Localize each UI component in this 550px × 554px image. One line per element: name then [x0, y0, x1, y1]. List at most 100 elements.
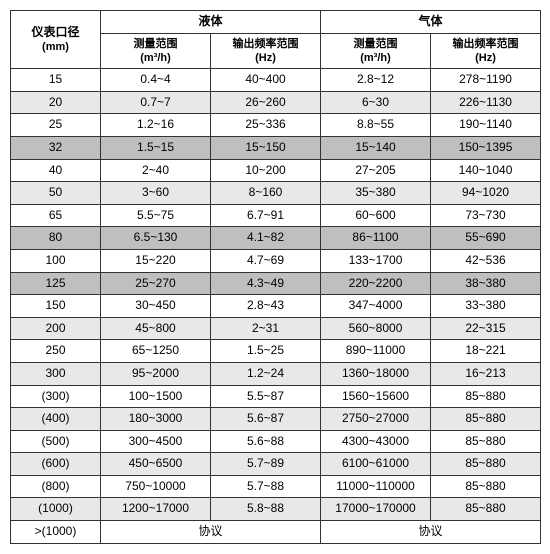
cell-liquid-measure: 25~270	[101, 272, 211, 295]
cell-gas-measure: 17000~170000	[321, 498, 431, 521]
cell-liquid-freq: 5.7~88	[211, 475, 321, 498]
header-freq-unit: (Hz)	[215, 51, 316, 65]
cell-gas-agreement: 协议	[321, 521, 541, 544]
table-row: (600)450~65005.7~896100~6100085~880	[11, 453, 541, 476]
table-row: (500)300~45005.6~884300~4300085~880	[11, 430, 541, 453]
cell-gas-measure: 60~600	[321, 204, 431, 227]
table-header: 仪表口径 (mm) 液体 气体 测量范围 (m³/h) 输出频率范围 (Hz) …	[11, 11, 541, 69]
header-liquid-freq: 输出频率范围 (Hz)	[211, 33, 321, 69]
cell-gas-measure: 11000~110000	[321, 475, 431, 498]
table-row: 251.2~1625~3368.8~55190~1140	[11, 114, 541, 137]
cell-liquid-freq: 4.3~49	[211, 272, 321, 295]
cell-diameter: 250	[11, 340, 101, 363]
cell-gas-measure: 220~2200	[321, 272, 431, 295]
cell-diameter: 20	[11, 91, 101, 114]
spec-table: 仪表口径 (mm) 液体 气体 测量范围 (m³/h) 输出频率范围 (Hz) …	[10, 10, 541, 544]
table-row: 321.5~1515~15015~140150~1395	[11, 136, 541, 159]
cell-liquid-measure: 1200~17000	[101, 498, 211, 521]
cell-gas-freq: 85~880	[431, 498, 541, 521]
cell-liquid-measure: 180~3000	[101, 408, 211, 431]
table-row: 200.7~726~2606~30226~1130	[11, 91, 541, 114]
header-diameter: 仪表口径 (mm)	[11, 11, 101, 69]
cell-liquid-freq: 1.5~25	[211, 340, 321, 363]
cell-liquid-freq: 26~260	[211, 91, 321, 114]
cell-gas-freq: 85~880	[431, 408, 541, 431]
table-row-footer: >(1000)协议协议	[11, 521, 541, 544]
table-row: (800)750~100005.7~8811000~11000085~880	[11, 475, 541, 498]
cell-gas-measure: 4300~43000	[321, 430, 431, 453]
table-row: 150.4~440~4002.8~12278~1190	[11, 69, 541, 92]
cell-gas-measure: 347~4000	[321, 295, 431, 318]
header-liquid: 液体	[101, 11, 321, 34]
cell-liquid-measure: 300~4500	[101, 430, 211, 453]
cell-liquid-measure: 45~800	[101, 317, 211, 340]
cell-liquid-measure: 1.2~16	[101, 114, 211, 137]
table-row: 503~608~16035~38094~1020	[11, 182, 541, 205]
cell-diameter: (600)	[11, 453, 101, 476]
cell-gas-freq: 140~1040	[431, 159, 541, 182]
cell-diameter: (300)	[11, 385, 101, 408]
header-gas-freq: 输出频率范围 (Hz)	[431, 33, 541, 69]
cell-liquid-measure: 30~450	[101, 295, 211, 318]
cell-gas-freq: 85~880	[431, 385, 541, 408]
header-freq-label: 输出频率范围	[435, 37, 536, 51]
cell-liquid-freq: 5.6~87	[211, 408, 321, 431]
cell-liquid-measure: 15~220	[101, 249, 211, 272]
table-row: 806.5~1304.1~8286~110055~690	[11, 227, 541, 250]
table-row: 655.5~756.7~9160~60073~730	[11, 204, 541, 227]
header-liquid-measure: 测量范围 (m³/h)	[101, 33, 211, 69]
table-body: 150.4~440~4002.8~12278~1190200.7~726~260…	[11, 69, 541, 543]
cell-diameter: 200	[11, 317, 101, 340]
cell-gas-freq: 278~1190	[431, 69, 541, 92]
cell-liquid-measure: 100~1500	[101, 385, 211, 408]
cell-gas-measure: 8.8~55	[321, 114, 431, 137]
cell-liquid-freq: 40~400	[211, 69, 321, 92]
header-gas-measure: 测量范围 (m³/h)	[321, 33, 431, 69]
cell-liquid-measure: 450~6500	[101, 453, 211, 476]
cell-gas-freq: 55~690	[431, 227, 541, 250]
cell-diameter: >(1000)	[11, 521, 101, 544]
cell-gas-freq: 22~315	[431, 317, 541, 340]
cell-gas-freq: 190~1140	[431, 114, 541, 137]
cell-liquid-freq: 4.1~82	[211, 227, 321, 250]
cell-liquid-measure: 95~2000	[101, 362, 211, 385]
cell-liquid-measure: 5.5~75	[101, 204, 211, 227]
header-measure-label: 测量范围	[325, 37, 426, 51]
cell-liquid-measure: 0.4~4	[101, 69, 211, 92]
cell-liquid-freq: 5.8~88	[211, 498, 321, 521]
cell-diameter: 150	[11, 295, 101, 318]
cell-diameter: 40	[11, 159, 101, 182]
cell-liquid-measure: 2~40	[101, 159, 211, 182]
cell-gas-freq: 85~880	[431, 430, 541, 453]
cell-liquid-measure: 750~10000	[101, 475, 211, 498]
header-measure-unit: (m³/h)	[105, 51, 206, 65]
cell-liquid-agreement: 协议	[101, 521, 321, 544]
cell-gas-measure: 2.8~12	[321, 69, 431, 92]
cell-gas-measure: 1560~15600	[321, 385, 431, 408]
cell-liquid-freq: 5.5~87	[211, 385, 321, 408]
cell-gas-freq: 226~1130	[431, 91, 541, 114]
cell-diameter: (500)	[11, 430, 101, 453]
cell-liquid-freq: 8~160	[211, 182, 321, 205]
cell-gas-freq: 38~380	[431, 272, 541, 295]
table-row: 15030~4502.8~43347~400033~380	[11, 295, 541, 318]
cell-diameter: (400)	[11, 408, 101, 431]
table-row: 402~4010~20027~205140~1040	[11, 159, 541, 182]
cell-diameter: (1000)	[11, 498, 101, 521]
cell-diameter: 125	[11, 272, 101, 295]
cell-gas-freq: 150~1395	[431, 136, 541, 159]
cell-liquid-freq: 25~336	[211, 114, 321, 137]
table-row: 20045~8002~31560~800022~315	[11, 317, 541, 340]
cell-liquid-freq: 5.6~88	[211, 430, 321, 453]
table-row: (1000)1200~170005.8~8817000~17000085~880	[11, 498, 541, 521]
cell-liquid-measure: 6.5~130	[101, 227, 211, 250]
cell-gas-measure: 6~30	[321, 91, 431, 114]
cell-diameter: 50	[11, 182, 101, 205]
cell-gas-freq: 73~730	[431, 204, 541, 227]
cell-gas-measure: 35~380	[321, 182, 431, 205]
cell-gas-freq: 18~221	[431, 340, 541, 363]
header-freq-unit: (Hz)	[435, 51, 536, 65]
header-diameter-unit: (mm)	[15, 40, 96, 54]
cell-gas-freq: 16~213	[431, 362, 541, 385]
cell-gas-measure: 133~1700	[321, 249, 431, 272]
